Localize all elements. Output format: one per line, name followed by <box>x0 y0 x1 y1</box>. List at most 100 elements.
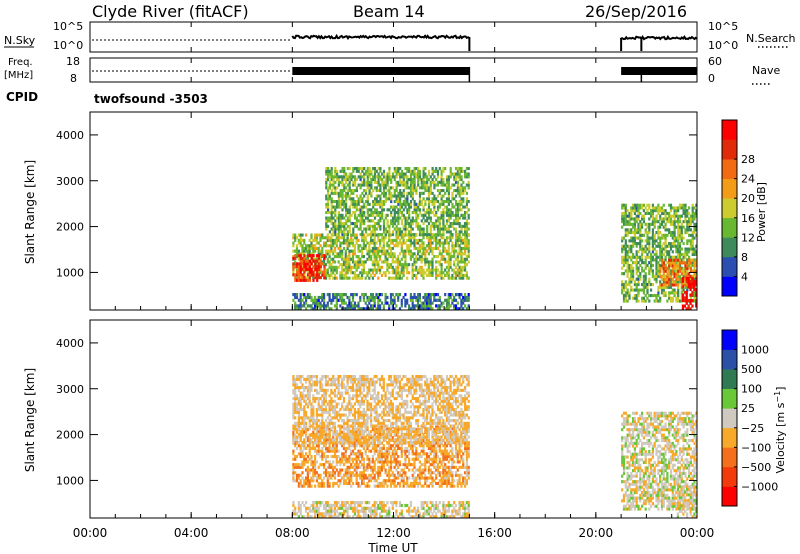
range-gate-cell <box>418 257 421 261</box>
range-gate-cell <box>362 473 365 477</box>
range-gate-cell <box>339 180 342 184</box>
range-gate-cell <box>449 224 452 228</box>
range-gate-cell <box>324 252 328 256</box>
range-gate-cell <box>660 277 664 281</box>
range-gate-cell <box>362 468 365 472</box>
range-gate-cell <box>675 255 678 259</box>
range-gate-cell <box>399 191 402 195</box>
range-gate-cell <box>683 304 686 308</box>
range-gate-cell <box>397 428 400 432</box>
range-gate-cell <box>333 452 337 456</box>
range-gate-cell <box>449 263 452 267</box>
range-gate-cell <box>628 291 631 295</box>
range-gate-cell <box>373 449 376 453</box>
range-gate-cell <box>348 444 351 448</box>
range-gate-cell <box>687 277 690 281</box>
range-gate-cell <box>632 266 635 270</box>
range-gate-cell <box>397 273 400 277</box>
range-gate-cell <box>330 169 333 173</box>
range-gate-cell <box>370 268 373 272</box>
range-gate-cell <box>666 244 669 248</box>
range-gate-cell <box>371 271 374 275</box>
range-gate-cell <box>303 446 306 450</box>
range-gate-cell <box>344 460 347 464</box>
range-gate-cell <box>303 301 306 305</box>
range-gate-cell <box>330 301 333 305</box>
range-gate-cell <box>438 189 441 193</box>
range-gate-cell <box>371 293 374 297</box>
range-gate-cell <box>332 211 335 215</box>
range-gate-cell <box>415 241 418 245</box>
range-gate-cell <box>386 301 389 305</box>
colorbar-tick-label: 24 <box>741 173 755 186</box>
range-gate-cell <box>409 189 413 193</box>
station-title: Clyde River (fitACF) <box>92 2 249 21</box>
range-gate-cell <box>363 172 366 176</box>
range-gate-cell <box>633 288 636 292</box>
range-gate-cell <box>395 293 398 297</box>
range-gate-cell <box>346 224 349 228</box>
range-gate-cell <box>657 206 660 210</box>
range-gate-cell <box>408 202 411 206</box>
range-gate-cell <box>339 222 342 226</box>
range-gate-cell <box>436 172 440 176</box>
range-gate-cell <box>424 304 427 308</box>
range-gate-cell <box>677 261 680 265</box>
range-gate-cell <box>404 301 407 305</box>
range-gate-cell <box>630 211 633 215</box>
range-gate-cell <box>342 273 346 277</box>
range-gate-cell <box>390 219 393 223</box>
range-gate-cell <box>455 227 458 231</box>
range-gate-cell <box>314 249 317 253</box>
range-gate-cell <box>427 213 431 217</box>
range-gate-cell <box>310 457 313 461</box>
range-gate-cell <box>343 230 346 234</box>
range-gate-cell <box>335 444 338 448</box>
range-gate-cell <box>691 203 694 207</box>
range-gate-cell <box>317 473 320 477</box>
range-gate-cell <box>427 200 431 204</box>
range-gate-cell <box>406 169 409 173</box>
range-gate-cell <box>350 452 353 456</box>
range-gate-cell <box>662 225 665 229</box>
range-gate-cell <box>330 197 333 201</box>
range-gate-cell <box>678 299 682 303</box>
range-gate-cell <box>400 241 403 245</box>
range-gate-cell <box>418 244 421 248</box>
range-gate-cell <box>691 239 694 243</box>
range-gate-cell <box>330 183 333 187</box>
range-gate-cell <box>695 288 698 292</box>
range-gate-cell <box>368 473 371 477</box>
range-gate-cell <box>339 473 342 477</box>
range-gate-cell <box>637 236 640 240</box>
range-gate-cell <box>372 219 375 223</box>
range-gate-cell <box>402 189 405 193</box>
range-gate-cell <box>361 441 364 445</box>
range-gate-cell <box>305 481 308 485</box>
range-gate-cell <box>399 167 402 171</box>
range-gate-cell <box>337 255 340 259</box>
range-gate-cell <box>400 301 403 305</box>
range-gate-cell <box>364 271 367 275</box>
range-gate-cell <box>348 465 351 469</box>
range-gate-cell <box>382 271 385 275</box>
range-gate-cell <box>348 481 351 485</box>
range-gate-cell <box>292 298 295 302</box>
range-gate-cell <box>364 476 367 480</box>
range-gate-cell <box>332 238 335 242</box>
range-gate-cell <box>382 186 386 190</box>
range-gate-cell <box>668 250 671 254</box>
range-gate-cell <box>669 285 673 289</box>
range-gate-cell <box>622 206 626 210</box>
range-gate-cell <box>382 455 385 459</box>
range-gate-cell <box>345 178 348 182</box>
range-gate-cell <box>310 236 313 240</box>
range-gate-cell <box>366 304 369 308</box>
range-gate-cell <box>671 222 674 226</box>
range-gate-cell <box>460 249 463 253</box>
range-gate-cell <box>635 209 638 213</box>
range-gate-cell <box>664 217 667 221</box>
colorbar-tick-label: 28 <box>741 153 755 166</box>
range-gate-cell <box>633 209 636 213</box>
range-gate-cell <box>370 479 373 483</box>
